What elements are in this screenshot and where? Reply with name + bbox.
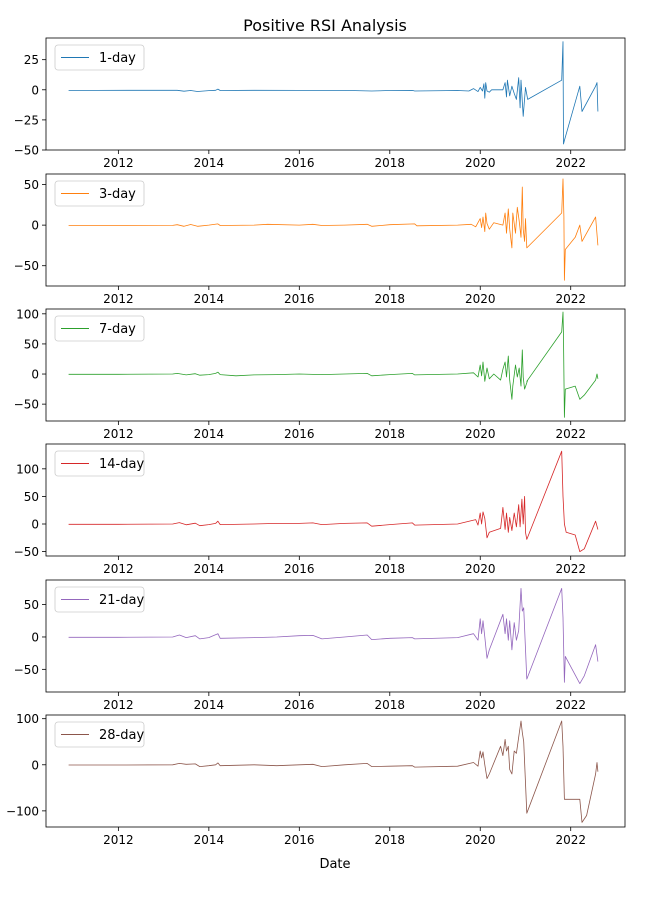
y-tick-label: −50 — [14, 545, 39, 559]
y-tick-label: 50 — [24, 178, 39, 192]
x-tick-label: 2018 — [375, 833, 406, 847]
legend: 21-day — [54, 586, 145, 613]
x-tick-label: 2012 — [103, 292, 134, 306]
x-tick-label: 2020 — [465, 156, 496, 170]
legend-box — [54, 721, 145, 748]
y-tick-label: 50 — [24, 598, 39, 612]
x-tick-label: 2014 — [194, 292, 225, 306]
legend-box — [54, 450, 145, 477]
panel-21-day: 2012 2014 2016 2018 2020 2022 50 0 −50 21-day — [14, 579, 626, 712]
x-tick-label: 2012 — [103, 427, 134, 441]
legend-label: 14-day — [99, 457, 144, 472]
legend-box — [54, 315, 145, 342]
y-tick-label: −25 — [14, 113, 39, 127]
y-tick-label: −50 — [14, 398, 39, 412]
y-tick-label: −50 — [14, 663, 39, 677]
y-tick-label: 0 — [31, 368, 39, 382]
x-tick-label: 2020 — [465, 562, 496, 576]
plot-frame — [45, 37, 626, 151]
x-tick-label: 2018 — [375, 292, 406, 306]
plot-frame — [45, 579, 626, 693]
legend-label: 3-day — [99, 187, 136, 202]
x-tick-label: 2012 — [103, 562, 134, 576]
x-tick-label: 2016 — [284, 562, 315, 576]
legend: 3-day — [54, 180, 145, 207]
y-tick-label: 0 — [31, 83, 39, 97]
x-tick-label: 2022 — [555, 156, 586, 170]
y-tick-label: 100 — [16, 712, 39, 726]
y-tick-label: −50 — [14, 144, 39, 158]
legend-box — [54, 180, 145, 207]
x-tick-label: 2014 — [194, 833, 225, 847]
legend: 1-day — [54, 44, 145, 71]
panel-28-day: 2012 2014 2016 2018 2020 2022 100 0 −100 28-day — [6, 712, 626, 847]
y-tick-label: 0 — [31, 518, 39, 532]
x-tick-label: 2022 — [555, 427, 586, 441]
panel-14-day: 2012 2014 2016 2018 2020 2022 100 50 0 −50 14-day — [14, 443, 626, 576]
legend-label: 21-day — [99, 593, 144, 608]
x-tick-label: 2022 — [555, 833, 586, 847]
x-tick-label: 2016 — [284, 427, 315, 441]
x-tick-label: 2012 — [103, 156, 134, 170]
x-tick-label: 2020 — [465, 833, 496, 847]
plot-frame — [45, 714, 626, 828]
x-tick-label: 2014 — [194, 562, 225, 576]
x-tick-label: 2018 — [375, 427, 406, 441]
y-tick-label: 50 — [24, 490, 39, 504]
legend: 14-day — [54, 450, 145, 477]
y-tick-label: 0 — [31, 630, 39, 644]
y-tick-label: 25 — [24, 53, 39, 67]
panel-1-day: 2012 2014 2016 2018 2020 2022 25 0 −25 −50 1-day — [14, 37, 626, 170]
panel-7-day: 2012 2014 2016 2018 2020 2022 100 50 0 −50 7-day — [14, 307, 626, 441]
x-tick-label: 2012 — [103, 698, 134, 712]
series-line-3-day — [68, 178, 599, 281]
legend-label: 1-day — [99, 51, 136, 66]
series-line-28-day — [68, 720, 599, 823]
x-tick-label: 2014 — [194, 698, 225, 712]
y-tick-label: −100 — [6, 804, 39, 818]
plot-frame — [45, 443, 626, 557]
x-tick-label: 2018 — [375, 562, 406, 576]
legend-label: 28-day — [99, 728, 144, 743]
series-line-7-day — [68, 311, 599, 418]
x-axis-label: Date — [319, 857, 350, 872]
plot-frame — [45, 173, 626, 287]
series-line-14-day — [68, 450, 599, 552]
y-tick-label: 0 — [31, 758, 39, 772]
figure-title: Positive RSI Analysis — [243, 16, 407, 35]
x-tick-label: 2018 — [375, 156, 406, 170]
y-tick-label: 100 — [16, 307, 39, 321]
plot-frame — [45, 308, 626, 422]
x-tick-label: 2016 — [284, 292, 315, 306]
series-line-21-day — [68, 588, 599, 684]
legend-box — [54, 44, 145, 71]
legend: 28-day — [54, 721, 145, 748]
legend: 7-day — [54, 315, 145, 342]
x-tick-label: 2016 — [284, 156, 315, 170]
x-tick-label: 2014 — [194, 427, 225, 441]
x-tick-label: 2016 — [284, 698, 315, 712]
panel-3-day: 2012 2014 2016 2018 2020 2022 50 0 −50 3-day — [14, 173, 626, 306]
y-tick-label: 100 — [16, 462, 39, 476]
x-tick-label: 2020 — [465, 427, 496, 441]
x-tick-label: 2022 — [555, 562, 586, 576]
y-tick-label: 50 — [24, 337, 39, 351]
legend-box — [54, 586, 145, 613]
series-line-1-day — [68, 41, 599, 145]
legend-label: 7-day — [99, 322, 136, 337]
y-tick-label: 0 — [31, 219, 39, 233]
x-tick-label: 2016 — [284, 833, 315, 847]
x-tick-label: 2018 — [375, 698, 406, 712]
x-tick-label: 2020 — [465, 292, 496, 306]
x-tick-label: 2020 — [465, 698, 496, 712]
x-tick-label: 2022 — [555, 292, 586, 306]
panels: 2012 2014 2016 2018 2020 2022250−25−501-day20… — [6, 37, 626, 847]
x-tick-label: 2022 — [555, 698, 586, 712]
y-tick-label: −50 — [14, 259, 39, 273]
x-tick-label: 2012 — [103, 833, 134, 847]
x-tick-label: 2014 — [194, 156, 225, 170]
